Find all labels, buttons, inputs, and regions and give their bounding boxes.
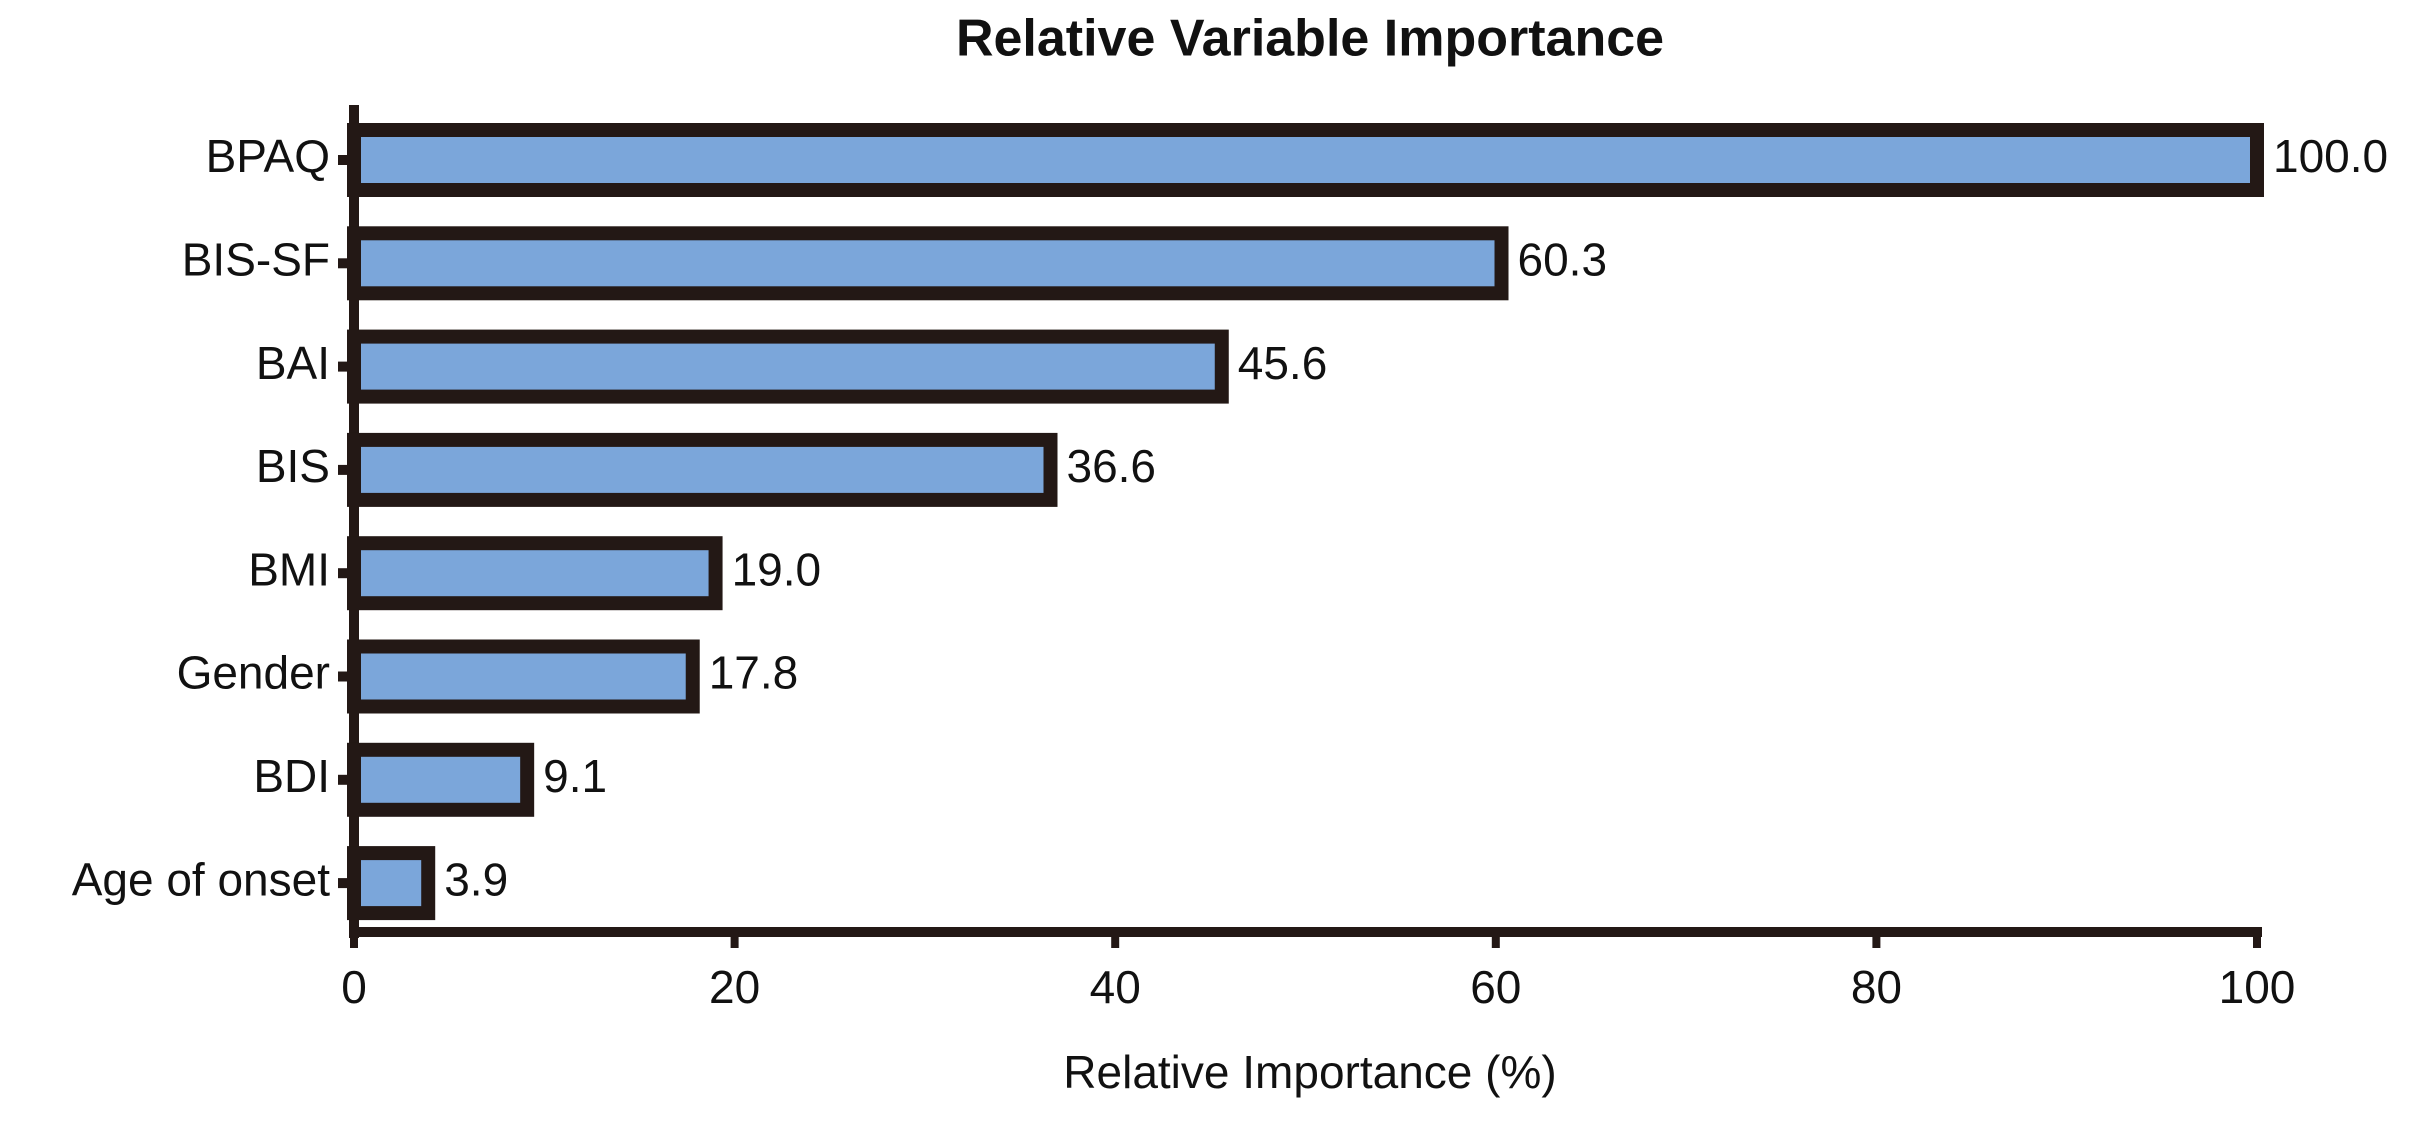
bar xyxy=(347,536,723,611)
value-label: 19.0 xyxy=(732,543,822,595)
y-tick-label: BIS-SF xyxy=(182,233,330,285)
x-tick-label: 20 xyxy=(709,961,760,1013)
x-axis-label: Relative Importance (%) xyxy=(1063,1046,1556,1098)
x-tick-label: 60 xyxy=(1470,961,1521,1013)
y-tick-label: Gender xyxy=(177,647,330,699)
x-tick-label: 100 xyxy=(2219,961,2296,1013)
bar xyxy=(347,123,2264,197)
x-tick-label: 80 xyxy=(1851,961,1902,1013)
value-label: 100.0 xyxy=(2273,130,2388,182)
bar xyxy=(347,329,1229,404)
y-tick-label: BAI xyxy=(256,337,330,389)
value-label: 3.9 xyxy=(444,853,508,905)
bar xyxy=(347,226,1509,301)
y-tick-label: BPAQ xyxy=(206,130,330,182)
value-label: 45.6 xyxy=(1238,337,1328,389)
bar xyxy=(347,639,700,714)
y-tick-label: BDI xyxy=(253,750,330,802)
bar xyxy=(347,742,535,817)
value-label: 36.6 xyxy=(1066,440,1156,492)
y-tick-label: BMI xyxy=(248,543,330,595)
value-label: 17.8 xyxy=(709,647,799,699)
x-tick-label: 40 xyxy=(1090,961,1141,1013)
chart-title: Relative Variable Importance xyxy=(956,10,1664,68)
y-tick-label: Age of onset xyxy=(72,853,331,905)
bar xyxy=(347,432,1058,507)
y-tick-label: BIS xyxy=(256,440,330,492)
x-tick-label: 0 xyxy=(341,961,367,1013)
bar xyxy=(347,846,436,921)
value-label: 9.1 xyxy=(543,750,607,802)
value-label: 60.3 xyxy=(1518,233,1608,285)
